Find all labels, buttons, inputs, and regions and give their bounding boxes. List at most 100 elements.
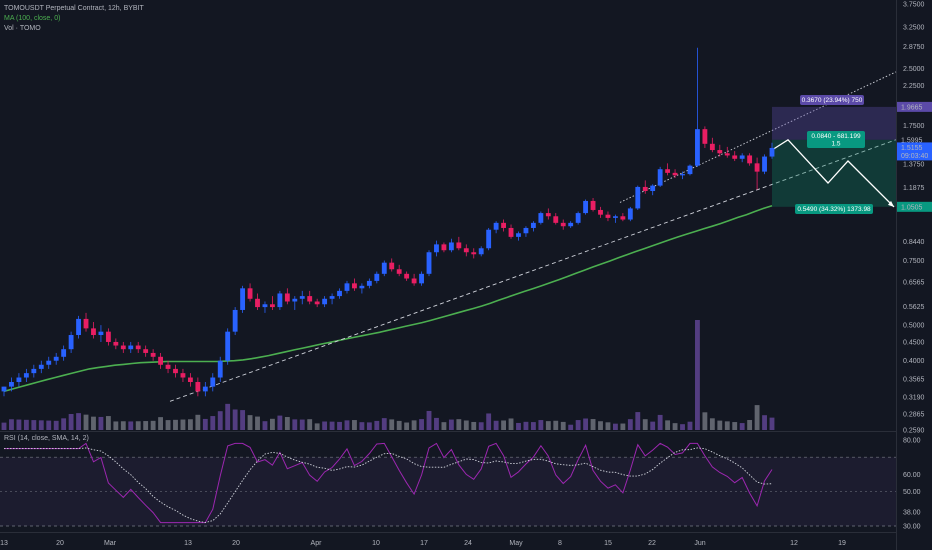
candle-body <box>747 155 753 164</box>
candle-body <box>553 216 559 223</box>
candle-body <box>247 288 253 299</box>
candle-body <box>598 209 603 215</box>
stop-label-box <box>795 204 873 214</box>
volume-bar <box>187 419 193 430</box>
target-label-text: 0.3670 (23.94%) 750 <box>802 97 863 104</box>
volume-bar <box>620 423 626 430</box>
candle-body <box>441 244 447 251</box>
volume-bar <box>143 421 149 430</box>
price-tick-label: 0.5625 <box>903 304 925 311</box>
volume-bar <box>717 420 723 430</box>
volume-bar <box>732 422 738 430</box>
candle-body <box>560 222 566 227</box>
candle-body <box>456 242 462 249</box>
candle-body <box>762 156 767 172</box>
candle-body <box>31 368 37 374</box>
volume-bar <box>434 417 439 430</box>
volume-bar <box>635 412 641 430</box>
price-tick-label: 2.5000 <box>903 66 925 73</box>
candle-body <box>665 169 671 173</box>
price-tick-label: 0.4000 <box>903 358 925 365</box>
volume-bar <box>709 418 715 430</box>
time-tick-label: Jun <box>694 540 705 547</box>
time-tick-label: 20 <box>56 540 64 547</box>
candle-body <box>523 227 529 234</box>
candle-body <box>120 345 126 350</box>
rsi-line <box>4 442 773 524</box>
volume-bar <box>180 419 186 430</box>
candle-body <box>374 273 380 281</box>
volume-bar <box>448 419 454 430</box>
time-tick-label: 10 <box>372 540 380 547</box>
candle-body <box>217 360 223 378</box>
volume-bar <box>665 420 671 430</box>
candle-body <box>381 262 387 274</box>
volume-bar <box>680 424 685 430</box>
candle-body <box>419 273 424 284</box>
volume-bar <box>441 422 447 430</box>
volume-bar <box>538 420 544 430</box>
volume-bar <box>657 414 663 430</box>
candle-body <box>113 341 119 346</box>
candle-body <box>76 318 81 336</box>
entry-label-box <box>807 131 865 148</box>
candle-body <box>404 273 410 279</box>
candle-body <box>501 222 506 228</box>
time-tick-label: 24 <box>464 540 472 547</box>
candle-body <box>277 293 283 308</box>
volume-bar <box>508 418 514 430</box>
stop-zone <box>772 139 896 207</box>
candle-body <box>128 345 134 350</box>
candle-body <box>732 155 738 159</box>
price-tick-label: 0.5000 <box>903 323 925 330</box>
candle-body <box>687 165 693 175</box>
stop-price-tag-box <box>897 201 932 212</box>
price-tick-label: 1.7500 <box>903 123 925 130</box>
target-label-box <box>800 95 864 105</box>
target-price-tag-box <box>897 101 932 112</box>
volume-bar <box>225 403 231 430</box>
candle-body <box>695 129 700 166</box>
volume-bar <box>501 420 506 430</box>
volume-bar <box>426 410 432 430</box>
rsi-tick-label: 60.00 <box>903 472 921 479</box>
candle-body <box>46 360 52 365</box>
volume-bar <box>217 411 223 430</box>
volume-bar <box>493 420 499 430</box>
volume-bar <box>1 422 7 430</box>
price-tick-label: 0.2590 <box>903 428 925 435</box>
support-trendline <box>169 139 897 402</box>
candle-body <box>493 222 499 230</box>
volume-bar <box>769 417 775 430</box>
volume-bar <box>523 421 529 430</box>
volume-bar <box>359 422 365 430</box>
candle-body <box>292 298 298 302</box>
volume-bar <box>650 421 656 430</box>
volume-bar <box>158 417 164 430</box>
volume-bar <box>344 420 350 430</box>
candle-body <box>23 373 29 378</box>
candle-body <box>322 298 328 305</box>
candle-body <box>709 143 715 151</box>
candle-body <box>91 328 96 336</box>
candle-body <box>299 296 305 299</box>
candle-body <box>352 283 357 289</box>
time-tick-label: 19 <box>838 540 846 547</box>
entry-price-tag: 1.5995 <box>901 137 923 144</box>
volume-bar <box>292 419 298 430</box>
volume-bar <box>396 420 402 430</box>
volume-bar <box>672 423 678 430</box>
candle-body <box>486 229 492 249</box>
volume-bar <box>605 422 611 430</box>
volume-bar <box>411 420 417 430</box>
rsi-tick-label: 30.00 <box>903 524 921 531</box>
price-tick-label: 0.8440 <box>903 239 925 246</box>
volume-bar <box>381 418 387 430</box>
volume-bar <box>23 419 29 430</box>
volume-bar <box>702 412 708 430</box>
candle-body <box>702 129 708 144</box>
time-tick-label: 8 <box>558 540 562 547</box>
entry-label-text: 0.0840 - 681.199 <box>811 133 861 140</box>
